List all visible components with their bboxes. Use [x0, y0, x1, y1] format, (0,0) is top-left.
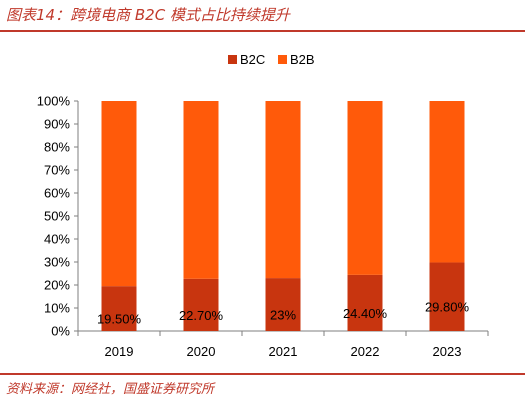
legend-label-b2c: B2C	[240, 52, 265, 67]
x-tick-label: 2021	[269, 344, 298, 359]
x-tick-label: 2019	[105, 344, 134, 359]
y-tick-label: 0%	[51, 324, 70, 339]
footer-rule	[0, 373, 525, 375]
y-tick-label: 30%	[44, 255, 70, 270]
bar-b2c	[101, 286, 137, 331]
data-label-b2c: 19.50%	[97, 312, 142, 327]
bar-b2b	[347, 101, 383, 275]
y-tick-label: 90%	[44, 117, 70, 132]
data-label-b2c: 22.70%	[179, 308, 224, 323]
bar-b2b	[101, 101, 137, 287]
bar-b2b	[183, 101, 219, 279]
y-tick-label: 60%	[44, 186, 70, 201]
data-label-b2c: 24.40%	[343, 306, 388, 321]
source-note: 资料来源：网经社，国盛证券研究所	[6, 382, 215, 397]
bar-b2c	[183, 278, 219, 331]
header-rule	[0, 30, 525, 32]
x-tick-label: 2023	[433, 344, 462, 359]
legend-swatch-b2b	[278, 55, 287, 64]
x-tick-label: 2020	[187, 344, 216, 359]
legend-swatch-b2c	[228, 55, 237, 64]
x-tick-label: 2022	[351, 344, 380, 359]
y-tick-label: 10%	[44, 301, 70, 316]
y-tick-label: 70%	[44, 163, 70, 178]
legend-label-b2b: B2B	[290, 52, 315, 67]
y-tick-label: 100%	[37, 94, 71, 109]
bar-b2c	[429, 262, 465, 331]
y-tick-label: 50%	[44, 209, 70, 224]
bar-b2c	[265, 278, 301, 331]
data-label-b2c: 23%	[270, 308, 296, 323]
data-label-b2c: 29.80%	[425, 300, 470, 315]
y-tick-label: 20%	[44, 278, 70, 293]
chart-title: 图表14：跨境电商 B2C 模式占比持续提升	[6, 6, 290, 24]
bar-b2b	[265, 101, 301, 279]
bar-b2b	[429, 101, 465, 263]
y-tick-label: 40%	[44, 232, 70, 247]
y-tick-label: 80%	[44, 140, 70, 155]
bar-b2c	[347, 274, 383, 331]
